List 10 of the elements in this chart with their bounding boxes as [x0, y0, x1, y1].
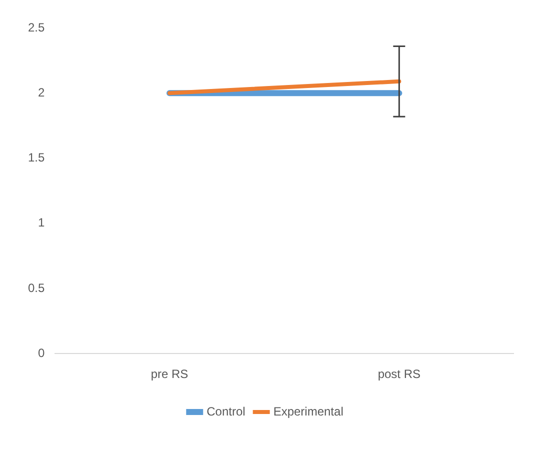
y-tick-label: 1	[38, 216, 45, 230]
y-tick-label: 0	[38, 346, 45, 360]
x-tick-label: pre RS	[150, 367, 188, 382]
x-tick-label: post RS	[378, 367, 421, 382]
y-tick-label: 2.5	[28, 20, 45, 34]
y-tick-label: 0.5	[28, 280, 45, 295]
y-tick-label: 2	[38, 85, 45, 100]
y-tick-label: 1.5	[28, 150, 45, 165]
legend-label: Control	[206, 404, 246, 418]
legend-label: Experimental	[273, 404, 344, 418]
